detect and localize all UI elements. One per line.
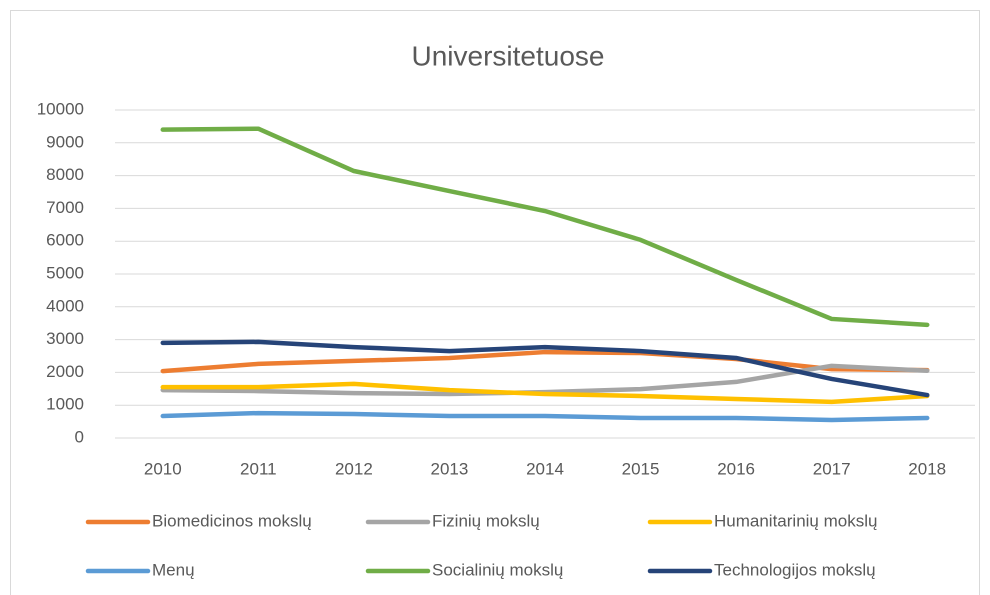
legend-label: Humanitarinių mokslų	[714, 511, 877, 530]
y-tick-label: 8000	[46, 165, 84, 184]
x-tick-label: 2013	[431, 459, 469, 478]
x-tick-label: 2011	[240, 459, 277, 478]
y-tick-label: 2000	[46, 362, 84, 381]
y-tick-label: 9000	[46, 132, 84, 151]
x-tick-label: 2014	[526, 459, 564, 478]
y-tick-label: 3000	[46, 329, 84, 348]
y-tick-label: 4000	[46, 296, 84, 315]
y-tick-label: 1000	[46, 395, 84, 414]
legend-label: Menų	[152, 560, 195, 579]
legend-label: Biomedicinos mokslų	[152, 511, 312, 530]
x-tick-label: 2012	[335, 459, 373, 478]
y-tick-label: 0	[75, 427, 84, 446]
chart-border	[10, 10, 980, 595]
y-tick-label: 10000	[37, 99, 84, 118]
x-tick-label: 2010	[144, 459, 182, 478]
legend-label: Fizinių mokslų	[432, 511, 540, 530]
y-tick-label: 7000	[46, 198, 84, 217]
x-tick-label: 2015	[622, 459, 660, 478]
legend-label: Socialinių mokslų	[432, 560, 563, 579]
series-line	[160, 126, 930, 328]
series-line	[160, 410, 930, 423]
x-tick-label: 2017	[813, 459, 851, 478]
x-tick-label: 2016	[717, 459, 755, 478]
series-line	[160, 349, 930, 374]
chart-title: Universitetuose	[412, 40, 605, 71]
series-line	[160, 381, 930, 405]
y-tick-label: 5000	[46, 263, 84, 282]
legend-label: Technologijos mokslų	[714, 560, 876, 579]
series-line	[160, 339, 930, 398]
y-tick-label: 6000	[46, 231, 84, 250]
x-tick-label: 2018	[908, 459, 946, 478]
